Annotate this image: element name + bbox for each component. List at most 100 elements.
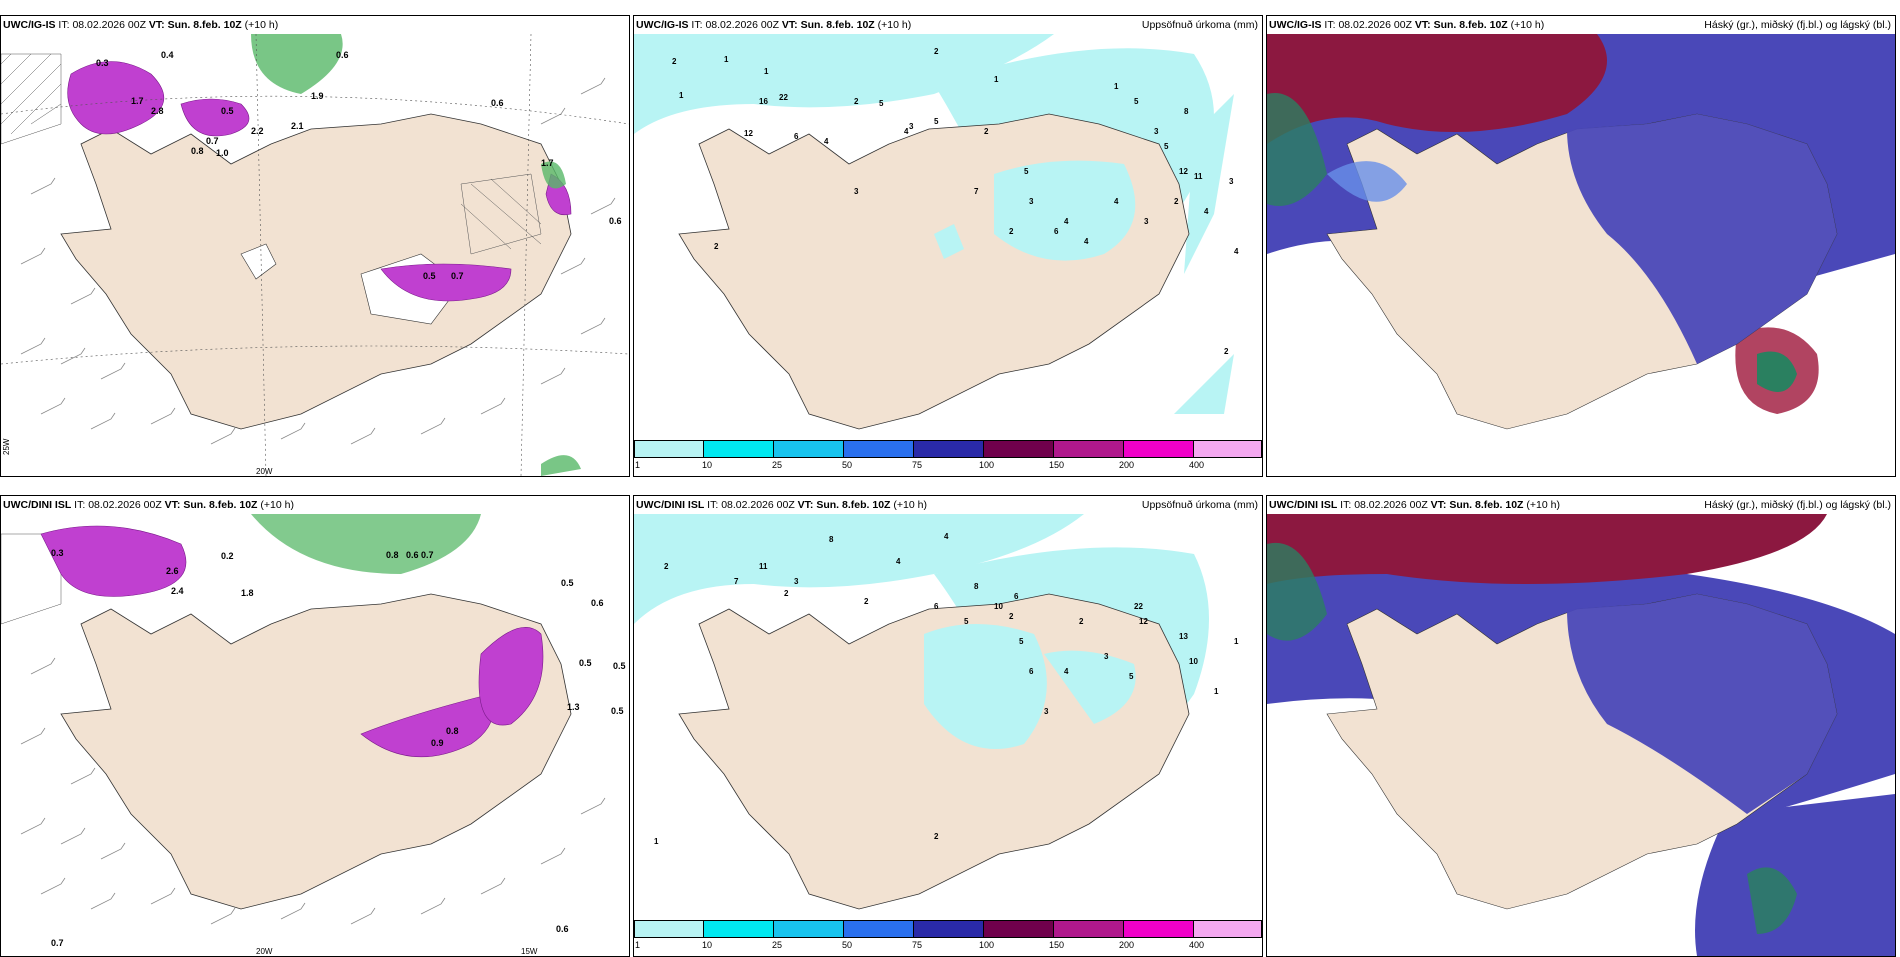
- it-label: IT:: [58, 19, 70, 31]
- colorbar-swatch: [1124, 440, 1194, 458]
- lead-time: (+10 h): [1526, 499, 1560, 511]
- hatched-areas: [1, 53, 542, 255]
- lon-label: 25W: [2, 438, 11, 455]
- value-label: 0.2: [221, 551, 234, 561]
- colorbar-swatch: [774, 440, 844, 458]
- cloud-map: [1267, 514, 1895, 956]
- value-label: 2.1: [291, 121, 304, 131]
- colorbar-swatch: [704, 440, 774, 458]
- value-label: 2: [1174, 197, 1179, 206]
- colorbar-tick: 25: [772, 460, 783, 470]
- value-label: 4: [1234, 247, 1239, 256]
- value-label: 0.5: [579, 658, 592, 668]
- init-time: 08.02.2026 00Z: [1338, 19, 1412, 31]
- value-label: 5: [1129, 672, 1134, 681]
- colorbar-tick: 25: [772, 940, 783, 950]
- value-label: 22: [1134, 602, 1143, 611]
- value-labels: 0.32.6 2.4 1.8 0.2 0.8 0.6 0.7 0.50.6 0.51.…: [51, 548, 626, 948]
- wind-precip-map: 0.32.6 2.4 1.8 0.2 0.8 0.6 0.7 0.50.6 0.51.…: [1, 514, 629, 956]
- lead-time: (+10 h): [260, 499, 294, 511]
- value-label: 0.6: [491, 98, 504, 108]
- colorbar-swatch: [1124, 920, 1194, 938]
- value-label: 12: [1139, 617, 1148, 626]
- colorbar-tick: 1: [635, 460, 641, 470]
- value-label: 2: [714, 242, 719, 251]
- colorbar-tick: 50: [842, 940, 853, 950]
- panel-ig-is-wind: UWC/IG-IS IT: 08.02.2026 00Z VT: Sun. 8.…: [0, 15, 630, 477]
- value-label: 2: [864, 597, 869, 606]
- value-label: 2: [854, 97, 859, 106]
- valid-time: Sun. 8.feb. 10Z: [183, 499, 258, 511]
- panel-header: UWC/IG-IS IT: 08.02.2026 00Z VT: Sun. 8.…: [634, 16, 1262, 34]
- value-label: 22: [779, 93, 788, 102]
- value-label: 2: [984, 127, 989, 136]
- valid-time: Sun. 8.feb. 10Z: [1433, 19, 1508, 31]
- panel-dini-cloud: UWC/DINI ISL IT: 08.02.2026 00Z VT: Sun.…: [1266, 495, 1896, 957]
- value-label: 5: [1019, 637, 1024, 646]
- value-label: 6: [794, 132, 799, 141]
- value-label: 3: [1144, 217, 1149, 226]
- colorbar-tick: 75: [912, 940, 923, 950]
- wind-barbs: [20, 77, 616, 445]
- colorbar-swatch: [844, 920, 914, 938]
- value-label: 8: [1184, 107, 1189, 116]
- init-time: 08.02.2026 00Z: [72, 19, 146, 31]
- value-label: 3: [1104, 652, 1109, 661]
- value-label: 0.4: [161, 50, 174, 60]
- precip-magenta: [67, 61, 572, 302]
- value-label: 3: [1229, 177, 1234, 186]
- graticule: [1, 34, 629, 476]
- value-label: 1.7: [541, 158, 554, 168]
- product-title: Háský (gr.), miðský (fj.bl.) og lágský (…: [1704, 499, 1891, 511]
- valid-time: Sun. 8.feb. 10Z: [1449, 499, 1524, 511]
- value-label: 1.3: [567, 702, 580, 712]
- value-label: 0.7: [206, 136, 219, 146]
- precip-colorbar: 1 10 25 50 75 100 150 200 400: [634, 916, 1262, 956]
- lead-time: (+10 h): [877, 19, 912, 31]
- value-label: 4: [1064, 217, 1069, 226]
- product-title: Háský (gr.), miðský (fj.bl.) og lágský (…: [1704, 19, 1891, 31]
- value-label: 4: [896, 557, 901, 566]
- value-label: 4: [824, 137, 829, 146]
- value-label: 0.5: [613, 661, 626, 671]
- model-name: UWC/DINI ISL: [1269, 499, 1338, 511]
- panel-ig-is-precip: UWC/IG-IS IT: 08.02.2026 00Z VT: Sun. 8.…: [633, 15, 1263, 477]
- colorbar-swatch: [914, 440, 984, 458]
- value-label: 11: [759, 562, 768, 571]
- value-label: 1: [994, 75, 999, 84]
- panel-header: UWC/DINI ISL IT: 08.02.2026 00Z VT: Sun.…: [1267, 496, 1895, 514]
- value-label: 4: [944, 532, 949, 541]
- precip-over-land: [934, 160, 1136, 261]
- lead-time: (+10 h): [893, 499, 927, 511]
- value-label: 3: [1154, 127, 1159, 136]
- init-time: 08.02.2026 00Z: [721, 499, 795, 511]
- value-label: 3: [794, 577, 799, 586]
- value-label: 5: [1134, 97, 1139, 106]
- value-label: 10: [994, 602, 1003, 611]
- value-label: 4: [1084, 237, 1089, 246]
- value-label: 3: [854, 187, 859, 196]
- lead-time: (+10 h): [1510, 19, 1545, 31]
- value-label: 13: [1179, 632, 1188, 641]
- value-label: 8: [829, 535, 834, 544]
- value-label: 1.9: [311, 91, 324, 101]
- value-label: 0.7: [421, 550, 434, 560]
- value-label: 6: [1014, 592, 1019, 601]
- colorbar-tick: 100: [979, 940, 995, 950]
- value-label: 1: [764, 67, 769, 76]
- value-label: 0.6: [336, 50, 349, 60]
- colorbar-swatch: [704, 920, 774, 938]
- value-label: 2: [1009, 227, 1014, 236]
- value-label: 4: [1114, 197, 1119, 206]
- colorbar-swatch: [984, 920, 1054, 938]
- colorbar-swatch: [1054, 440, 1124, 458]
- vt-label: VT:: [1430, 499, 1447, 511]
- colorbar-swatch: [634, 440, 704, 458]
- colorbar-swatch: [774, 920, 844, 938]
- vt-label: VT:: [1414, 19, 1431, 31]
- value-label: 2.4: [171, 586, 184, 596]
- vt-label: VT:: [148, 19, 165, 31]
